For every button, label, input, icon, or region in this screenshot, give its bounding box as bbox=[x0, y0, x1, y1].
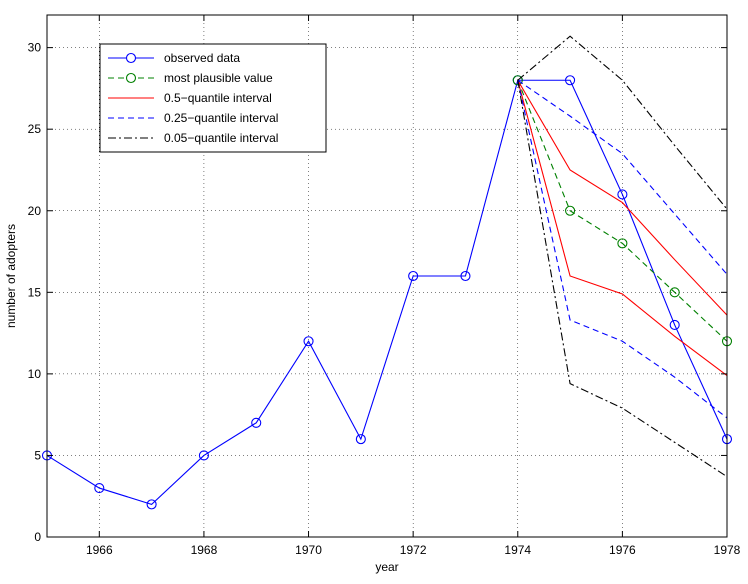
series-1-point bbox=[565, 205, 576, 216]
x-tick-label: 1974 bbox=[504, 543, 531, 557]
series-4-lower-line bbox=[517, 80, 728, 478]
series-0-point bbox=[355, 434, 366, 445]
series-0-point bbox=[198, 450, 209, 461]
y-tick-label: 10 bbox=[28, 367, 42, 381]
y-tick-label: 25 bbox=[28, 122, 42, 136]
y-tick-label: 30 bbox=[28, 41, 42, 55]
series-0-point bbox=[146, 499, 157, 510]
series-1-point bbox=[669, 287, 680, 298]
series-1-point bbox=[512, 75, 523, 86]
series-0-point bbox=[251, 417, 262, 428]
legend-label-1: most plausible value bbox=[164, 71, 273, 85]
series-0-point bbox=[408, 270, 419, 282]
x-tick-label: 1976 bbox=[609, 543, 636, 557]
series-0-point bbox=[617, 189, 628, 200]
legend-label-0: observed data bbox=[164, 51, 240, 65]
ticks: 1966 1968 1970 1972 1974 1976 1978 0 5 10 15 20 25 30 bbox=[28, 15, 741, 557]
legend-marker-1 bbox=[125, 72, 137, 84]
series-0-point bbox=[303, 336, 314, 347]
x-tick-label: 1972 bbox=[400, 543, 427, 557]
legend: observed data most plausible value 0.5−qua… bbox=[99, 43, 327, 153]
x-tick-label: 1966 bbox=[86, 543, 113, 557]
series-0-point bbox=[460, 270, 471, 282]
series-0-point bbox=[94, 483, 105, 494]
x-tick-label: 1970 bbox=[295, 543, 322, 557]
y-tick-label: 0 bbox=[34, 530, 41, 544]
legend-label-4: 0.05−quantile interval bbox=[164, 131, 278, 145]
series-4-line bbox=[517, 35, 728, 210]
series-0-line bbox=[46, 79, 728, 505]
series-1-line bbox=[517, 80, 728, 342]
series-0-point bbox=[669, 319, 680, 330]
legend-label-2: 0.5−quantile interval bbox=[164, 91, 272, 105]
legend-label-3: 0.25−quantile interval bbox=[164, 111, 278, 125]
x-tick-label: 1978 bbox=[714, 543, 741, 557]
series-2-line bbox=[517, 79, 728, 316]
series-1-point bbox=[617, 238, 628, 249]
y-tick-label: 15 bbox=[28, 285, 42, 299]
y-tick-label: 5 bbox=[34, 448, 41, 462]
y-axis-label: number of adopters bbox=[4, 224, 18, 328]
series-3-lower-line bbox=[517, 80, 728, 419]
y-tick-label: 20 bbox=[28, 204, 42, 218]
legend-marker-0 bbox=[125, 52, 137, 64]
x-tick-label: 1968 bbox=[191, 543, 218, 557]
series-3-line bbox=[517, 79, 728, 275]
series-layer bbox=[41, 35, 733, 510]
series-2-lower-line bbox=[517, 80, 728, 376]
axes-frame bbox=[46, 14, 728, 538]
x-axis-label: year bbox=[375, 560, 398, 574]
series-0-point bbox=[565, 75, 576, 86]
